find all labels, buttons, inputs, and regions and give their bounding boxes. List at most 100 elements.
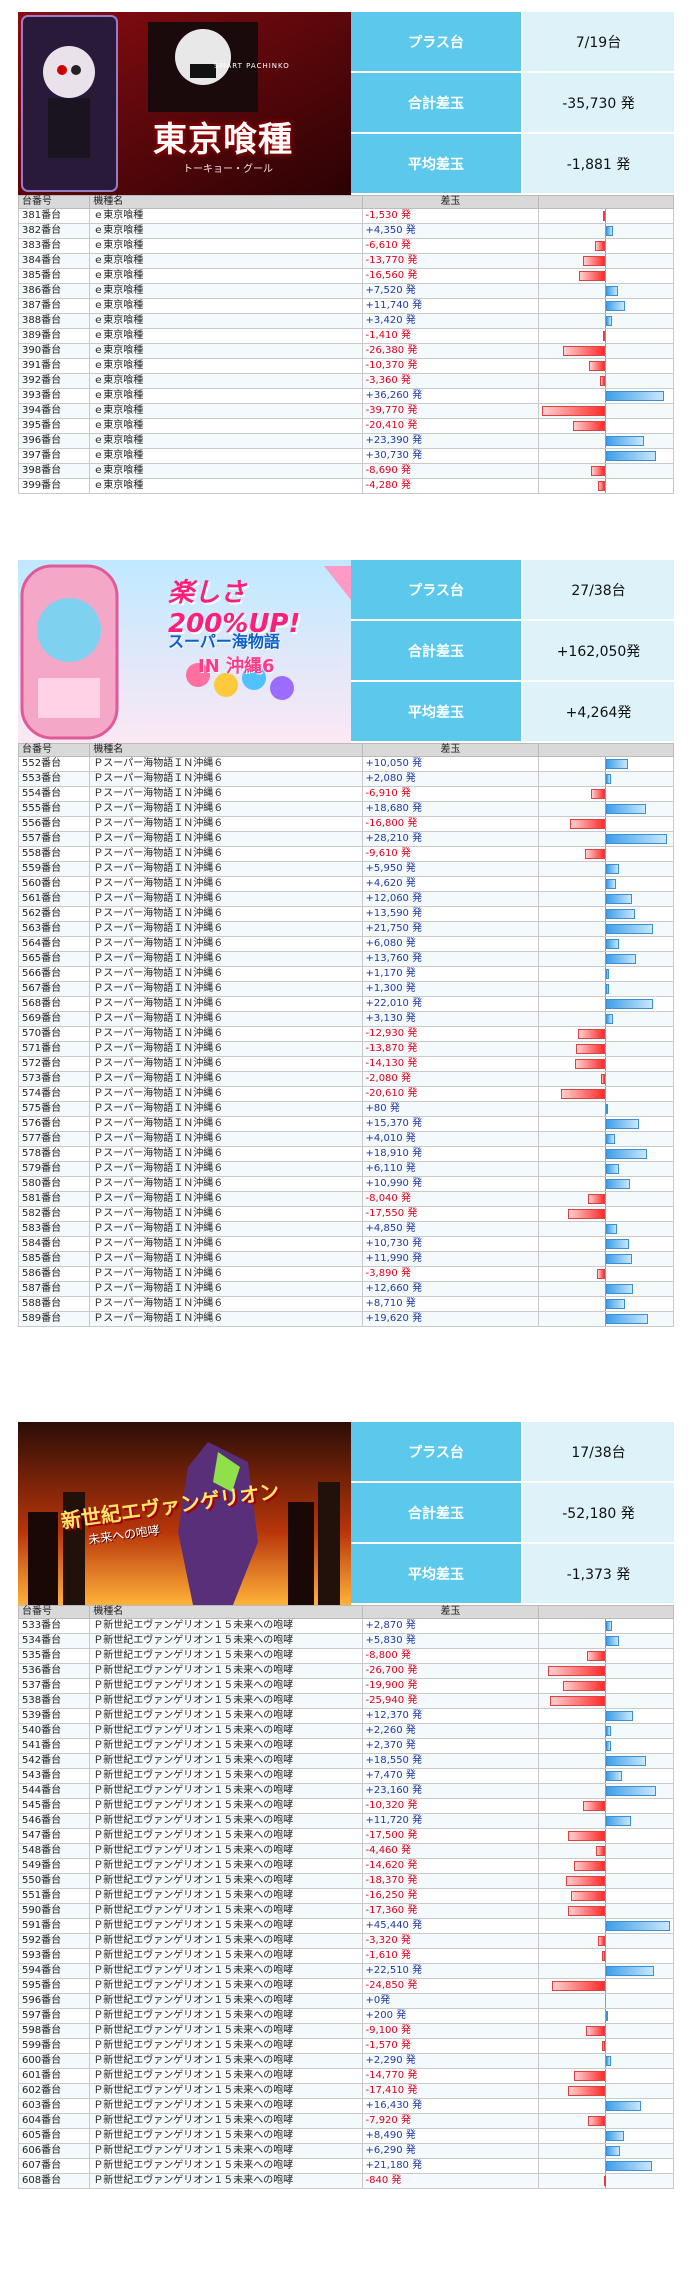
table-row: 554番台 Ｐスーパー海物語ＩＮ沖縄６ -6,910 発 — [17, 786, 674, 802]
summary-stats: プラス台 7/19台 合計差玉 -35,730 発 平均差玉 -1,881 発 — [351, 12, 674, 195]
machine-name: Ｐ新世紀エヴァンゲリオン１５未来への咆哮 — [89, 2173, 363, 2189]
diff-bar-cell — [538, 2173, 674, 2189]
bar-axis — [605, 1709, 607, 1723]
diff-value: -8,800 発 — [361, 1648, 540, 1664]
diff-bar-cell — [538, 403, 674, 419]
bar-axis — [605, 1949, 607, 1963]
table-row: 576番台 Ｐスーパー海物語ＩＮ沖縄６ +15,370 発 — [17, 1116, 674, 1132]
diff-value: -3,360 発 — [361, 373, 540, 389]
diff-bar-cell — [538, 298, 674, 314]
machine-number: 564番台 — [17, 936, 91, 952]
diff-value: +1,170 発 — [361, 966, 540, 982]
col-header-bar — [538, 195, 674, 209]
machine-name: ｅ東京喰種 — [89, 238, 363, 254]
negative-bar — [598, 1936, 606, 1946]
machine-number: 604番台 — [17, 2113, 91, 2129]
diff-bar-cell — [538, 1176, 674, 1192]
negative-bar — [603, 2176, 606, 2186]
bar-axis — [605, 787, 607, 801]
stat-row: 合計差玉 +162,050発 — [351, 621, 674, 682]
machine-name: Ｐスーパー海物語ＩＮ沖縄６ — [89, 1131, 363, 1147]
table-row: 577番台 Ｐスーパー海物語ＩＮ沖縄６ +4,010 発 — [17, 1131, 674, 1147]
machine-number: 579番台 — [17, 1161, 91, 1177]
diff-value: +10,050 発 — [361, 756, 540, 772]
bar-axis — [605, 2114, 607, 2128]
diff-bar-cell — [538, 891, 674, 907]
negative-bar — [599, 376, 606, 386]
machine-name: ｅ東京喰種 — [89, 478, 363, 494]
bar-axis — [605, 1844, 607, 1858]
bar-axis — [605, 479, 607, 493]
negative-bar — [561, 1089, 606, 1099]
summary-stats: プラス台 17/38台 合計差玉 -52,180 発 平均差玉 -1,373 発 — [351, 1422, 674, 1605]
diff-bar-cell — [538, 756, 674, 772]
machine-name: Ｐ新世紀エヴァンゲリオン１５未来への咆哮 — [89, 1768, 363, 1784]
bar-axis — [605, 1192, 607, 1206]
bar-axis — [605, 269, 607, 283]
positive-bar — [606, 1636, 619, 1646]
positive-bar — [606, 1134, 615, 1144]
negative-bar — [575, 1044, 606, 1054]
diff-bar-cell — [538, 1708, 674, 1724]
bar-axis — [605, 434, 607, 448]
machine-number: 594番台 — [17, 1963, 91, 1979]
table-row: 608番台 Ｐ新世紀エヴァンゲリオン１５未来への咆哮 -840 発 — [17, 2173, 674, 2189]
table-row: 598番台 Ｐ新世紀エヴァンゲリオン１５未来への咆哮 -9,100 発 — [17, 2023, 674, 2039]
machine-name: Ｐ新世紀エヴァンゲリオン１５未来への咆哮 — [89, 1888, 363, 1904]
bar-axis — [605, 2084, 607, 2098]
bar-axis — [605, 862, 607, 876]
positive-bar — [606, 1314, 649, 1324]
diff-bar-cell — [538, 1011, 674, 1027]
diff-bar-cell — [538, 2008, 674, 2024]
machine-number: 582番台 — [17, 1206, 91, 1222]
negative-bar — [552, 1981, 606, 1991]
diff-value: +28,210 発 — [361, 831, 540, 847]
table-row: 595番台 Ｐ新世紀エヴァンゲリオン１５未来への咆哮 -24,850 発 — [17, 1978, 674, 1994]
summary-stats: プラス台 27/38台 合計差玉 +162,050発 平均差玉 +4,264発 — [351, 560, 674, 743]
diff-bar-cell — [538, 786, 674, 802]
diff-bar-cell — [538, 1026, 674, 1042]
machine-name: Ｐ新世紀エヴァンゲリオン１５未来への咆哮 — [89, 2113, 363, 2129]
machine-name: ｅ東京喰種 — [89, 313, 363, 329]
diff-value: +2,080 発 — [361, 771, 540, 787]
machine-number: 608番台 — [17, 2173, 91, 2189]
negative-bar — [588, 2116, 606, 2126]
machine-number: 605番台 — [17, 2128, 91, 2144]
stat-row: 平均差玉 -1,881 発 — [351, 134, 674, 195]
machine-name: ｅ東京喰種 — [89, 298, 363, 314]
negative-bar — [562, 1681, 606, 1691]
bar-axis — [605, 952, 607, 966]
machine-name: Ｐスーパー海物語ＩＮ沖縄６ — [89, 1251, 363, 1267]
diff-bar-cell — [538, 921, 674, 937]
machine-number: 606番台 — [17, 2143, 91, 2159]
diff-value: +13,590 発 — [361, 906, 540, 922]
negative-bar — [597, 1269, 606, 1279]
col-header-name: 機種名 — [89, 1605, 363, 1619]
diff-bar-cell — [538, 1933, 674, 1949]
col-header-diff: 差玉 — [361, 1605, 540, 1619]
machine-name: Ｐスーパー海物語ＩＮ沖縄６ — [89, 921, 363, 937]
machine-number: 573番台 — [17, 1071, 91, 1087]
section-header: 楽しさ200%UP! スーパー海物語 IN 沖縄6 プラス台 27/38台 合計… — [18, 560, 674, 743]
bar-axis — [605, 209, 607, 223]
diff-bar-cell — [538, 1116, 674, 1132]
col-header-diff: 差玉 — [361, 195, 540, 209]
negative-bar — [586, 1651, 606, 1661]
machine-name: ｅ東京喰種 — [89, 463, 363, 479]
diff-value: +4,350 発 — [361, 223, 540, 239]
diff-bar-cell — [538, 1723, 674, 1739]
bar-axis — [605, 1072, 607, 1086]
machine-number: 607番台 — [17, 2158, 91, 2174]
table-row: 583番台 Ｐスーパー海物語ＩＮ沖縄６ +4,850 発 — [17, 1221, 674, 1237]
bar-axis — [605, 817, 607, 831]
diff-value: +8,710 発 — [361, 1296, 540, 1312]
negative-bar — [541, 406, 606, 416]
machine-name: Ｐ新世紀エヴァンゲリオン１５未来への咆哮 — [89, 1993, 363, 2009]
stat-value: 7/19台 — [521, 12, 674, 71]
machine-number: 395番台 — [17, 418, 91, 434]
positive-bar — [606, 1164, 620, 1174]
bar-axis — [605, 1057, 607, 1071]
machine-number: 588番台 — [17, 1296, 91, 1312]
machine-name: Ｐスーパー海物語ＩＮ沖縄６ — [89, 771, 363, 787]
diff-bar-cell — [538, 1693, 674, 1709]
